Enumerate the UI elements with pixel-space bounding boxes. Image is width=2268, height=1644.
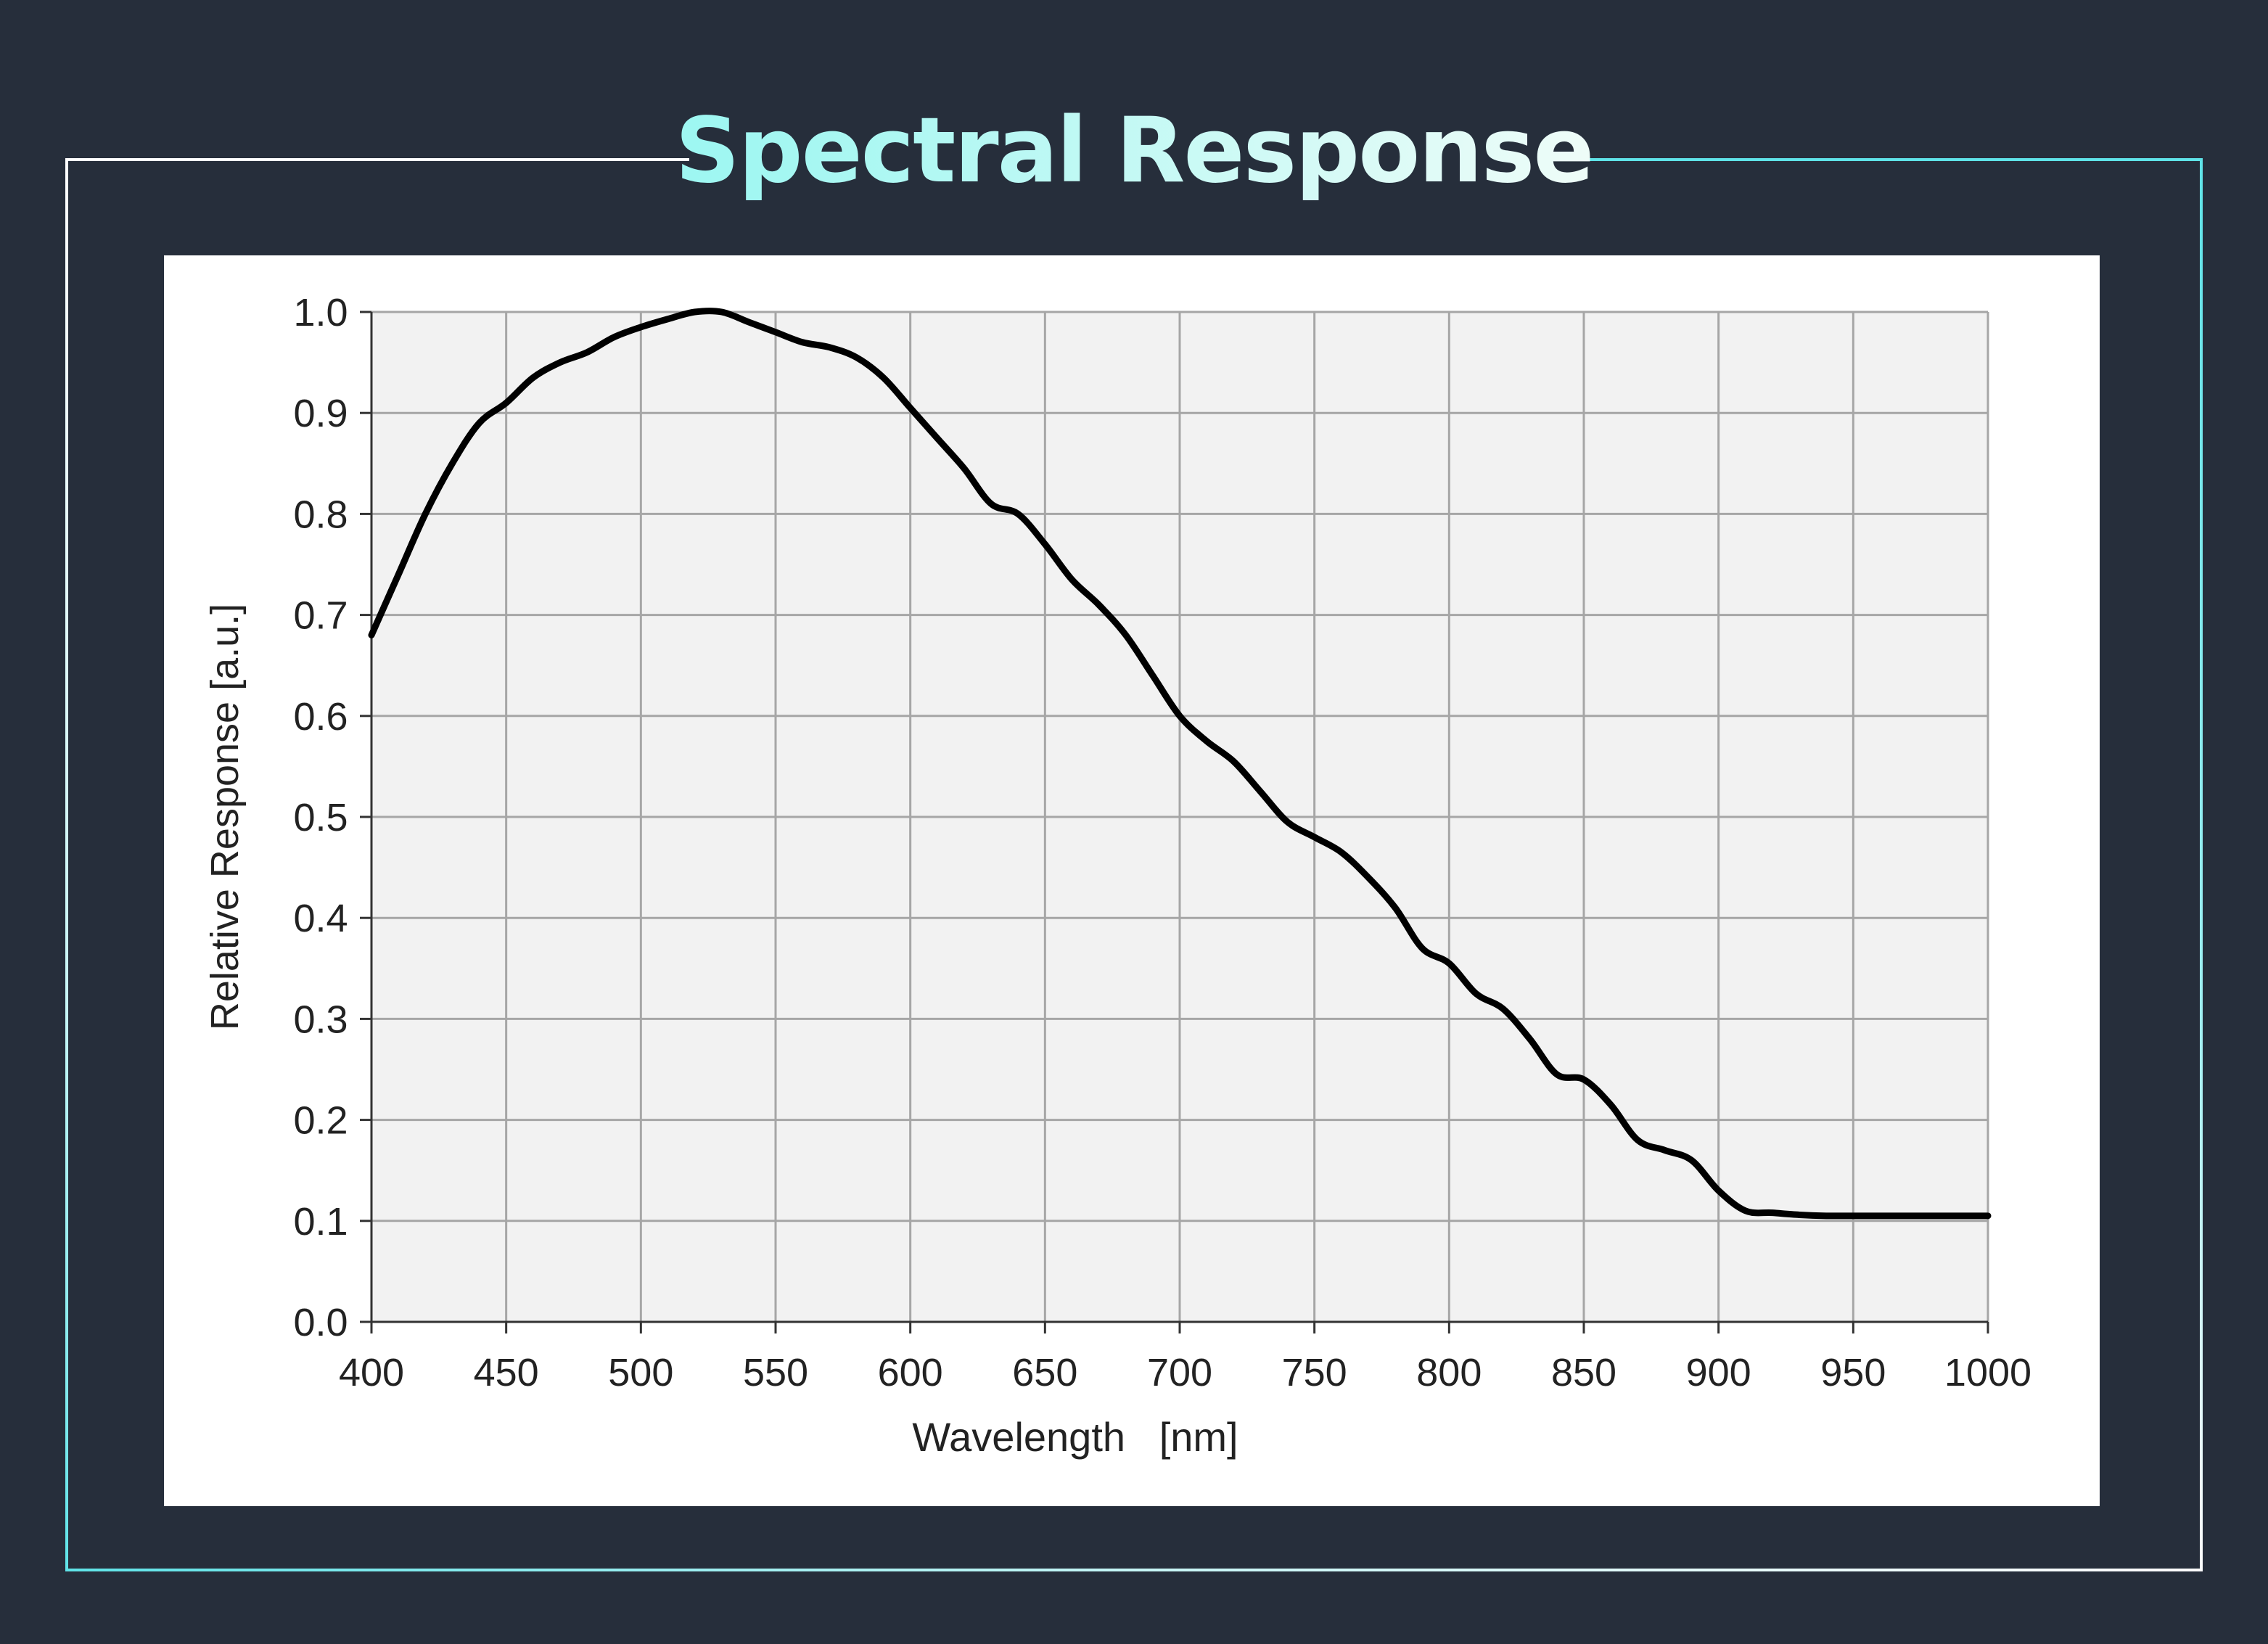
- y-tick-label: 0.5: [293, 796, 348, 839]
- x-tick-label: 550: [743, 1351, 808, 1394]
- spectral-response-chart: 0.0 0.1 0.2 0.3 0.4 0.5 0.6 0.7 0.8 0.9 1.0 400 450…: [203, 291, 2031, 1460]
- y-tick-label: 0.9: [293, 392, 348, 435]
- y-tick-label: 0.0: [293, 1301, 348, 1344]
- axes: [360, 311, 1989, 1333]
- x-tick-label: 650: [1012, 1351, 1077, 1394]
- x-tick-label: 800: [1416, 1351, 1482, 1394]
- y-tick-label: 0.1: [293, 1200, 348, 1244]
- x-tick-label: 1000: [1944, 1351, 2031, 1394]
- frame-left: [65, 158, 68, 1571]
- y-tick-label: 0.8: [293, 493, 348, 536]
- x-tick-label: 900: [1686, 1351, 1751, 1394]
- x-tick-label: 500: [608, 1351, 673, 1394]
- frame-top-left: [65, 158, 689, 161]
- y-tick-label: 0.2: [293, 1099, 348, 1143]
- x-tick-label: 600: [878, 1351, 943, 1394]
- x-tick-labels: 400 450 500 550 600 650 700 750 800 850 900 950 1000: [339, 1351, 2031, 1394]
- y-axis-label: Relative Response [a.u.]: [203, 604, 247, 1030]
- y-tick-labels: 0.0 0.1 0.2 0.3 0.4 0.5 0.6 0.7 0.8 0.9 1.0: [293, 291, 348, 1344]
- y-tick-label: 0.6: [293, 695, 348, 739]
- chart-panel: 0.0 0.1 0.2 0.3 0.4 0.5 0.6 0.7 0.8 0.9 1.0 400 450…: [164, 255, 2100, 1506]
- x-tick-label: 700: [1147, 1351, 1212, 1394]
- page-title: Spectral Response: [0, 93, 2268, 209]
- y-tick-label: 0.7: [293, 594, 348, 638]
- frame-bottom: [65, 1569, 2203, 1571]
- x-tick-label: 750: [1282, 1351, 1347, 1394]
- x-tick-label: 850: [1551, 1351, 1616, 1394]
- y-tick-label: 0.3: [293, 998, 348, 1041]
- y-tick-label: 0.4: [293, 897, 348, 940]
- frame-right: [2200, 158, 2203, 1571]
- y-tick-label: 1.0: [293, 291, 348, 334]
- series-line: [368, 308, 1992, 1220]
- x-tick-label: 950: [1820, 1351, 1886, 1394]
- x-tick-label: 450: [474, 1351, 539, 1394]
- x-tick-label: 400: [339, 1351, 404, 1394]
- x-axis-label: Wavelength [nm]: [912, 1414, 1238, 1460]
- frame-top-right: [1582, 158, 2203, 161]
